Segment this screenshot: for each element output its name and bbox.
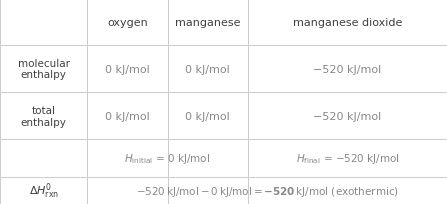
Bar [168,46,248,93]
Bar [87,0,168,46]
Bar [87,177,168,204]
Bar [0,0,87,46]
Bar [0,177,87,204]
Text: $-520\,\mathrm{kJ/mol} - 0\,\mathrm{kJ/mol} = \mathbf{-520}\,\mathbf{\mathrm{kJ/: $-520\,\mathrm{kJ/mol} - 0\,\mathrm{kJ/m… [135,184,399,198]
Bar [248,177,447,204]
Text: 0 kJ/mol: 0 kJ/mol [186,111,230,121]
Text: 0 kJ/mol: 0 kJ/mol [105,64,150,74]
Bar [248,46,447,93]
Bar [248,93,447,140]
Text: −520 kJ/mol: −520 kJ/mol [313,111,382,121]
Bar [248,140,447,177]
Bar [0,140,87,177]
Text: $\Delta H^0_{\mathrm{rxn}}$: $\Delta H^0_{\mathrm{rxn}}$ [29,181,59,201]
Text: 0 kJ/mol: 0 kJ/mol [186,64,230,74]
Bar [87,93,168,140]
Bar [87,46,168,93]
Text: total
enthalpy: total enthalpy [21,105,67,127]
Bar [87,140,168,177]
Text: oxygen: oxygen [107,18,148,28]
Text: $H_{\mathrm{initial}}$ = 0 kJ/mol: $H_{\mathrm{initial}}$ = 0 kJ/mol [125,152,211,166]
Bar [248,0,447,46]
Bar [0,93,87,140]
Text: manganese dioxide: manganese dioxide [293,18,402,28]
Bar [0,46,87,93]
Bar [168,0,248,46]
Text: manganese: manganese [175,18,240,28]
Text: molecular
enthalpy: molecular enthalpy [17,59,70,80]
Text: 0 kJ/mol: 0 kJ/mol [105,111,150,121]
Text: $H_{\mathrm{final}}$ = −520 kJ/mol: $H_{\mathrm{final}}$ = −520 kJ/mol [295,152,400,166]
Bar [168,177,248,204]
Bar [168,140,248,177]
Text: −520 kJ/mol: −520 kJ/mol [313,64,382,74]
Bar [168,93,248,140]
